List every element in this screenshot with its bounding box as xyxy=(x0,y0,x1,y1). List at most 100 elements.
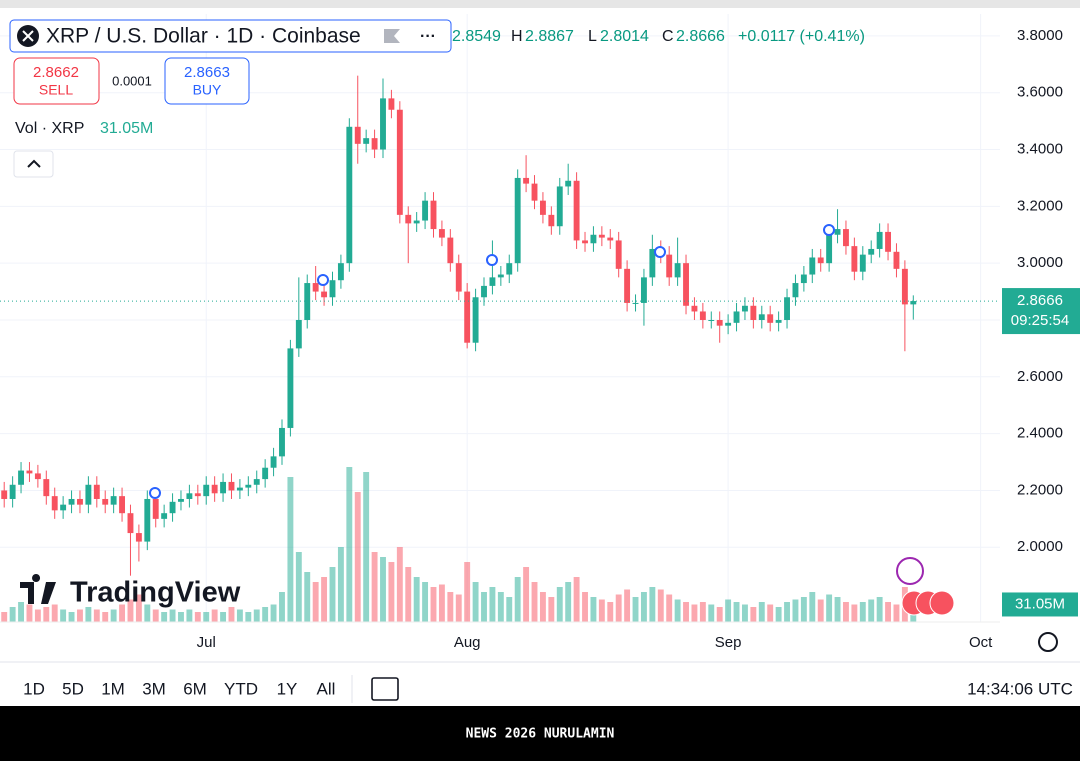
candle-body xyxy=(135,533,142,542)
candle-body xyxy=(826,234,833,264)
volume-bar xyxy=(346,467,353,622)
candle-body xyxy=(110,496,117,505)
volume-bar xyxy=(725,599,732,622)
candle-body xyxy=(901,268,908,305)
volume-bar xyxy=(236,609,243,622)
news-icon[interactable] xyxy=(896,557,924,585)
more-icon[interactable]: ··· xyxy=(420,28,436,45)
volume-bar xyxy=(472,582,479,622)
logo-text: TradingView xyxy=(70,577,241,609)
flag-icon[interactable] xyxy=(384,29,400,43)
last-price-label: 2.8666 xyxy=(1017,292,1063,309)
candle-body xyxy=(784,297,790,320)
range-button[interactable]: 5D xyxy=(62,679,84,698)
symbol-title: XRP / U.S. Dollar · 1D · Coinbase xyxy=(46,25,361,48)
candle-body xyxy=(321,291,328,298)
y-tick-label: 2.2000 xyxy=(1017,481,1063,498)
volume-bar xyxy=(691,604,698,622)
volume-bar xyxy=(851,604,858,622)
c-label: C xyxy=(662,28,674,45)
volume-bar xyxy=(843,602,849,622)
candle-body xyxy=(413,220,420,224)
volume-bar xyxy=(422,582,429,622)
candle-body xyxy=(792,283,799,298)
candle-body xyxy=(767,314,774,323)
event-marker[interactable] xyxy=(654,246,666,258)
candle-body xyxy=(279,427,285,457)
candle-body xyxy=(144,498,151,542)
event-marker[interactable] xyxy=(149,487,161,499)
event-marker[interactable] xyxy=(823,224,835,236)
candle-body xyxy=(312,283,319,292)
candle-body xyxy=(422,200,429,221)
volume-bar xyxy=(893,604,900,622)
volume-bar xyxy=(489,587,496,622)
candle-body xyxy=(455,263,462,292)
range-button[interactable]: YTD xyxy=(224,679,258,698)
volume-bar xyxy=(329,567,336,622)
volume-bar xyxy=(539,592,546,622)
candle-body xyxy=(371,138,378,150)
volume-bar xyxy=(716,607,723,622)
volume-bar xyxy=(632,597,639,622)
sell-button[interactable] xyxy=(13,57,100,105)
economic-event[interactable] xyxy=(929,590,955,616)
volume-bar xyxy=(211,609,218,622)
volume-bar xyxy=(26,604,33,622)
goto-date-icon[interactable] xyxy=(371,677,399,701)
candle-body xyxy=(876,231,883,249)
volume-bar xyxy=(615,594,622,622)
volume-bar xyxy=(135,594,142,622)
volume-bar xyxy=(388,562,395,622)
volume-bar xyxy=(93,609,100,622)
candle-body xyxy=(363,138,370,144)
volume-bar xyxy=(169,609,176,622)
y-tick-label: 3.6000 xyxy=(1017,84,1063,101)
volume-bar xyxy=(144,604,151,622)
candle-body xyxy=(152,498,159,519)
range-button[interactable]: 6M xyxy=(183,679,207,698)
volume-bar xyxy=(826,594,833,622)
volume-bar xyxy=(481,592,487,622)
candle-body xyxy=(127,513,134,534)
volume-bar xyxy=(699,602,706,622)
candle-body xyxy=(649,248,656,278)
last-price-box xyxy=(1002,288,1080,335)
candle-body xyxy=(60,504,67,511)
candle-body xyxy=(742,305,748,312)
candle-body xyxy=(674,263,681,278)
x-tick-label: Oct xyxy=(969,634,993,651)
range-button[interactable]: 1D xyxy=(23,679,45,698)
candle-body xyxy=(119,496,125,514)
range-button[interactable]: All xyxy=(317,679,336,698)
candle-body xyxy=(287,348,294,428)
buy-button[interactable] xyxy=(164,57,250,105)
candle-body xyxy=(253,479,260,485)
change-value: +0.0117 (+0.41%) xyxy=(738,28,865,45)
volume-bar xyxy=(262,607,269,622)
event-marker[interactable] xyxy=(486,254,498,266)
candle-body xyxy=(18,470,24,485)
volume-bar xyxy=(186,609,193,622)
volume-bar xyxy=(792,599,799,622)
candle-body xyxy=(699,311,706,320)
range-button[interactable]: 1M xyxy=(101,679,125,698)
range-button[interactable]: 1Y xyxy=(277,679,298,698)
volume-bar xyxy=(18,602,24,622)
x-tick-label: Aug xyxy=(454,634,481,651)
volume-bar xyxy=(447,592,454,622)
collapse-button[interactable] xyxy=(13,150,54,178)
symbol-box[interactable] xyxy=(9,19,452,53)
close-value: 2.8666 xyxy=(676,28,725,45)
settings-icon[interactable] xyxy=(1038,632,1058,652)
event-markers[interactable] xyxy=(149,224,835,499)
event-marker[interactable] xyxy=(317,274,329,286)
candle-body xyxy=(354,126,361,144)
volume-bar xyxy=(119,604,125,622)
volume-bar xyxy=(312,582,319,622)
volume-bar xyxy=(9,607,16,622)
range-button[interactable]: 3M xyxy=(142,679,166,698)
candle-body xyxy=(464,291,471,343)
candle-body xyxy=(851,246,858,272)
volume-axis-label: 31.05M xyxy=(1015,595,1065,612)
